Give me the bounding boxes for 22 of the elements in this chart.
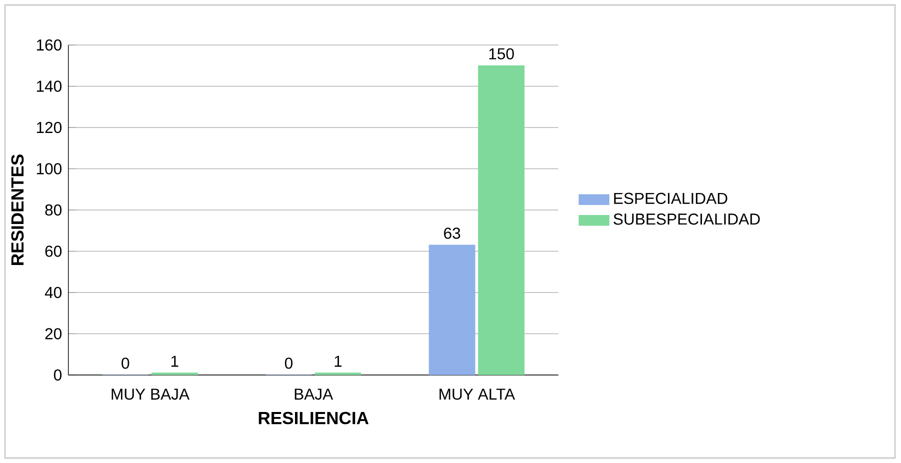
data-label: 1 bbox=[334, 356, 342, 367]
x-axis-title: RESILIENCIA bbox=[258, 412, 369, 424]
y-tick-label: 20 bbox=[45, 328, 62, 340]
y-axis-title: RESIDENTES bbox=[11, 154, 24, 265]
x-tick-label: MUY ALTA bbox=[440, 388, 516, 400]
x-tick-label: MUY BAJA bbox=[112, 388, 190, 400]
y-tick-label: 0 bbox=[54, 369, 62, 381]
y-tick-label: 140 bbox=[36, 80, 62, 92]
y-tick-label: 40 bbox=[44, 286, 62, 298]
legend-label: SUBESPECIALIDAD bbox=[614, 214, 760, 225]
y-tick-label: 80 bbox=[45, 204, 62, 216]
data-label: 0 bbox=[122, 358, 130, 369]
y-tick-label: 100 bbox=[36, 163, 62, 174]
y-tick-label: 120 bbox=[36, 122, 62, 134]
data-label: 63 bbox=[444, 228, 460, 239]
x-tick-label: BAJA bbox=[294, 388, 334, 400]
legend-label: ESPECIALIDAD bbox=[614, 192, 728, 204]
data-label: 150 bbox=[489, 48, 514, 60]
data-label: 0 bbox=[284, 358, 292, 369]
data-label: 1 bbox=[171, 356, 178, 367]
y-tick-label: 60 bbox=[45, 246, 62, 257]
y-tick-label: 160 bbox=[36, 39, 62, 51]
